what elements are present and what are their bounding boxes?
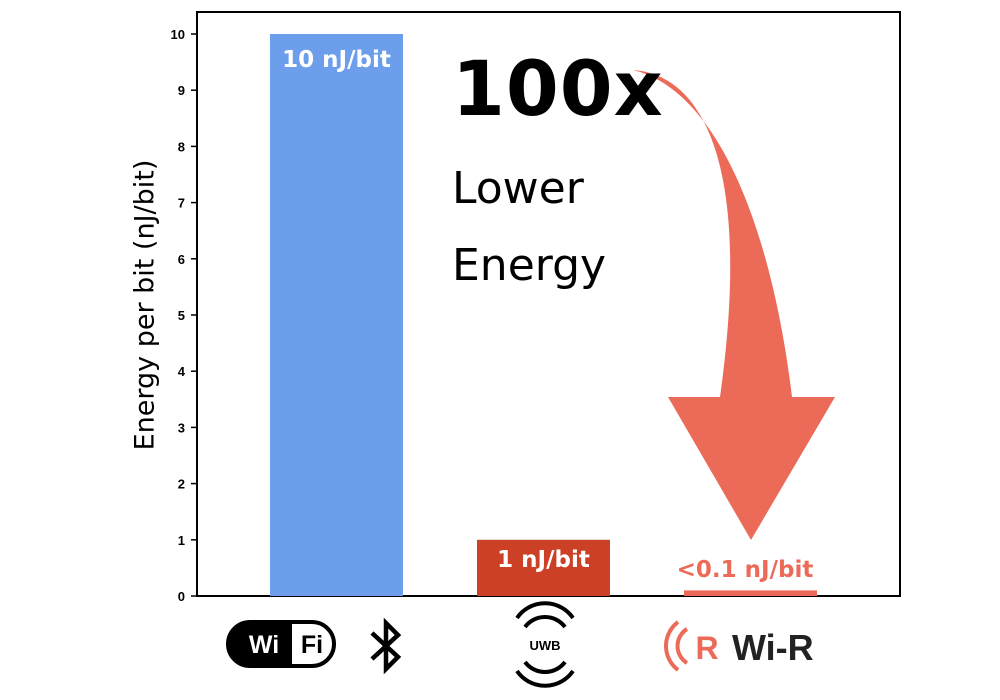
y-tick-label: 4 xyxy=(178,364,186,379)
svg-text:Wi: Wi xyxy=(249,631,279,659)
chart-bars xyxy=(270,34,817,596)
svg-text:Wi-R: Wi-R xyxy=(732,627,814,668)
svg-text:Fi: Fi xyxy=(301,631,323,659)
y-tick-label: 10 xyxy=(171,27,185,42)
y-tick-label: 3 xyxy=(178,420,185,435)
y-tick-label: 8 xyxy=(178,139,185,154)
y-tick-label: 0 xyxy=(178,589,185,604)
bar-label-uwb: 1 nJ/bit xyxy=(497,547,590,573)
uwb-logo: UWB xyxy=(515,601,575,688)
wir-logo: R Wi-R xyxy=(664,620,814,672)
bar-2 xyxy=(684,590,817,596)
y-tick-label: 9 xyxy=(178,83,185,98)
bluetooth-icon xyxy=(370,617,402,675)
svg-text:R: R xyxy=(695,630,718,666)
y-tick-label: 1 xyxy=(178,533,185,548)
bar-label-wir: <0.1 nJ/bit xyxy=(676,557,814,583)
y-tick-label: 7 xyxy=(178,196,185,211)
headline-line-2: Energy xyxy=(452,240,607,291)
headline-line-1: Lower xyxy=(452,163,584,214)
wifi-logo: Wi Fi xyxy=(226,620,336,668)
headline-multiplier: 100x xyxy=(452,44,664,133)
bar-0 xyxy=(270,34,403,596)
svg-text:UWB: UWB xyxy=(529,638,560,653)
bar-1 xyxy=(477,539,610,596)
bar-label-wifi: 10 nJ/bit xyxy=(282,47,391,73)
y-tick-label: 5 xyxy=(178,308,185,323)
y-tick-label: 2 xyxy=(178,477,185,492)
reduction-arrow xyxy=(633,70,835,540)
y-tick-label: 6 xyxy=(178,252,185,267)
